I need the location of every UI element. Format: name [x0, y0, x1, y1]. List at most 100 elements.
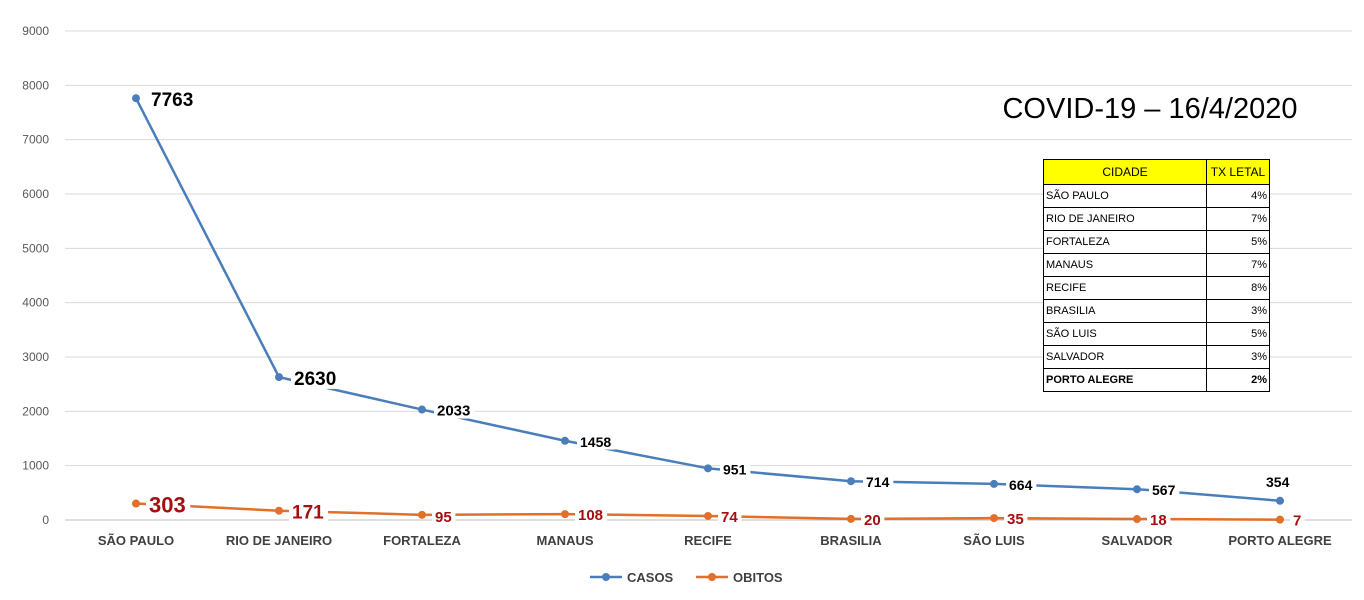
data-point	[132, 94, 140, 103]
x-tick-label: BRASILIA	[820, 533, 882, 548]
data-point	[1276, 496, 1284, 505]
y-tick-label: 7000	[22, 133, 49, 147]
data-point	[1276, 515, 1284, 524]
table-row: FORTALEZA 5%	[1043, 230, 1270, 254]
y-tick-label: 6000	[22, 187, 49, 201]
legend-label: OBITOS	[733, 570, 783, 585]
data-label: 7	[1293, 513, 1301, 530]
rate-cell: 8%	[1206, 276, 1270, 300]
data-point	[847, 477, 855, 486]
data-label: 171	[292, 503, 324, 524]
data-point	[990, 514, 998, 523]
y-tick-label: 2000	[22, 404, 49, 418]
legend-marker	[602, 573, 610, 581]
data-label: 35	[1007, 511, 1024, 528]
data-label: 7763	[151, 90, 193, 111]
data-label-bg	[148, 90, 199, 111]
rate-cell: 5%	[1206, 230, 1270, 254]
data-label: 303	[149, 493, 186, 518]
data-label-bg	[146, 493, 191, 517]
table-header-row: CIDADE TX LETAL	[1043, 159, 1270, 185]
city-cell: MANAUS	[1043, 253, 1207, 277]
y-axis-ticks: 0 1000 2000 3000 4000 5000 6000 7000 8000 9000	[22, 24, 49, 527]
data-label-bg	[1147, 512, 1171, 529]
data-point	[418, 510, 426, 519]
x-tick-label: SALVADOR	[1101, 533, 1173, 548]
y-tick-label: 4000	[22, 296, 49, 310]
lethality-table: CIDADE TX LETAL SÃO PAULO 4% RIO DE JANEI…	[1043, 159, 1270, 392]
legend-marker	[708, 573, 716, 581]
data-label-bg	[289, 502, 329, 523]
data-label-bg	[718, 509, 742, 525]
legend[interactable]: CASOS OBITOS	[590, 570, 783, 585]
city-cell: BRASILIA	[1043, 299, 1207, 323]
column-header-rate: TX LETAL	[1206, 159, 1270, 185]
table-row: MANAUS 7%	[1043, 253, 1270, 277]
city-cell: RECIFE	[1043, 276, 1207, 300]
y-tick-label: 1000	[22, 459, 49, 473]
x-tick-label: FORTALEZA	[383, 533, 461, 548]
data-point	[418, 405, 426, 414]
x-axis-ticks: SÃO PAULO RIO DE JANEIRO FORTALEZA MANAUS RE…	[98, 533, 1332, 548]
data-label: 108	[578, 507, 603, 524]
x-tick-label: SÃO LUIS	[963, 533, 1025, 548]
table-row: RIO DE JANEIRO 7%	[1043, 207, 1270, 231]
legend-item-obitos[interactable]: OBITOS	[696, 570, 783, 585]
data-label: 1458	[580, 434, 611, 450]
data-label-bg	[861, 512, 885, 528]
data-label: 567	[1152, 482, 1176, 498]
data-label-bg	[1263, 474, 1294, 490]
data-label-bg	[1290, 512, 1305, 529]
table-row: SÃO LUIS 5%	[1043, 322, 1270, 346]
y-tick-label: 9000	[22, 24, 49, 38]
rate-cell: 7%	[1206, 207, 1270, 231]
data-point	[847, 514, 855, 523]
data-label: 2630	[294, 369, 336, 390]
city-cell: RIO DE JANEIRO	[1043, 207, 1207, 231]
y-tick-label: 5000	[22, 241, 49, 255]
data-label-bg	[863, 475, 894, 491]
data-label: 714	[866, 474, 890, 490]
data-label-bg	[1006, 478, 1037, 493]
x-tick-label: MANAUS	[536, 533, 593, 548]
data-point	[1133, 485, 1141, 494]
data-label-bg	[575, 507, 608, 524]
data-label-bg	[1149, 483, 1180, 498]
data-labels: 7763 2630 2033 1458 951 714 664 567 354 303 171 95 1…	[146, 90, 1305, 530]
city-cell: SÃO PAULO	[1043, 184, 1207, 208]
data-point	[704, 464, 712, 473]
city-cell: SÃO LUIS	[1043, 322, 1207, 346]
city-cell: SALVADOR	[1043, 345, 1207, 369]
table-row: BRASILIA 3%	[1043, 299, 1270, 323]
y-tick-label: 0	[42, 513, 49, 527]
column-header-city: CIDADE	[1043, 159, 1207, 185]
data-point	[1133, 515, 1141, 524]
data-label: 95	[435, 509, 452, 526]
legend-item-casos[interactable]: CASOS	[590, 570, 674, 585]
gridlines	[65, 30, 1352, 521]
x-tick-label: RIO DE JANEIRO	[226, 533, 332, 548]
rate-cell: 3%	[1206, 345, 1270, 369]
rate-cell: 2%	[1206, 368, 1270, 392]
rate-cell: 3%	[1206, 299, 1270, 323]
rate-cell: 7%	[1206, 253, 1270, 277]
data-label-bg	[434, 402, 475, 419]
x-tick-label: RECIFE	[684, 533, 732, 548]
rate-cell: 4%	[1206, 184, 1270, 208]
chart-title: COVID-19 – 16/4/2020	[1002, 93, 1298, 125]
city-cell: FORTALEZA	[1043, 230, 1207, 254]
data-label-bg	[577, 434, 616, 450]
data-label: 2033	[437, 403, 470, 420]
data-label-bg	[432, 509, 456, 525]
data-label-bg	[1004, 511, 1028, 528]
data-label-bg	[720, 462, 751, 478]
data-point	[275, 506, 283, 515]
city-cell: PORTO ALEGRE	[1043, 368, 1207, 392]
data-point	[990, 479, 998, 488]
data-label: 74	[721, 509, 738, 526]
data-label: 951	[723, 461, 747, 477]
table-row: RECIFE 8%	[1043, 276, 1270, 300]
y-tick-label: 3000	[22, 350, 49, 364]
x-tick-label: SÃO PAULO	[98, 533, 174, 548]
